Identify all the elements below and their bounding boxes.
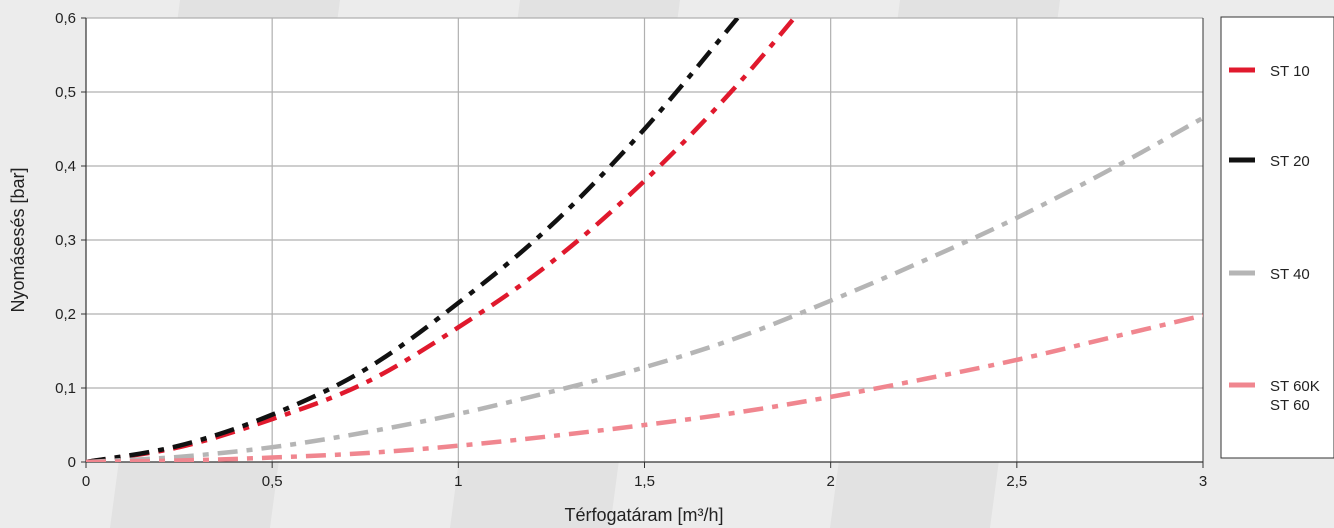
y-tick-labels: 0 0,1 0,2 0,3 0,4 0,5 0,6 [55,10,76,471]
series-lines [86,18,1203,462]
x-tick-label: 1 [454,473,462,490]
legend-label: ST 20 [1270,153,1310,170]
x-tick-label: 2 [826,473,834,490]
y-tick-label: 0,4 [55,158,76,175]
series-line-2 [86,18,740,462]
x-tick-label: 2,5 [1006,473,1027,490]
y-axis-title: Nyomásesés [bar] [8,167,28,312]
y-tick-label: 0,5 [55,84,76,101]
legend-label: ST 60K [1270,378,1320,395]
x-tick-label: 1,5 [634,473,655,490]
series-line-3 [86,115,1203,462]
y-tick-label: 0 [68,454,76,471]
legend-label: ST 60 [1270,397,1310,414]
y-tick-label: 0,1 [55,380,76,397]
x-tick-label: 0,5 [262,473,283,490]
x-axis-title: Térfogatáram [m³/h] [564,505,723,525]
series-line-4 [86,313,1203,462]
x-tick-label: 0 [82,473,90,490]
y-tick-label: 0,6 [55,10,76,27]
legend-label: ST 10 [1270,63,1310,80]
axes [81,17,1204,468]
x-tick-labels: 0 0,5 1 1,5 2 2,5 3 [82,473,1207,490]
y-tick-label: 0,2 [55,306,76,323]
grid [86,17,1203,462]
legend: ST 10 ST 20 ST 40 ST 60K ST 60 [1229,63,1320,414]
legend-label: ST 40 [1270,266,1310,283]
series-line-1 [86,18,798,462]
y-tick-label: 0,3 [55,232,76,249]
x-tick-label: 3 [1199,473,1207,490]
